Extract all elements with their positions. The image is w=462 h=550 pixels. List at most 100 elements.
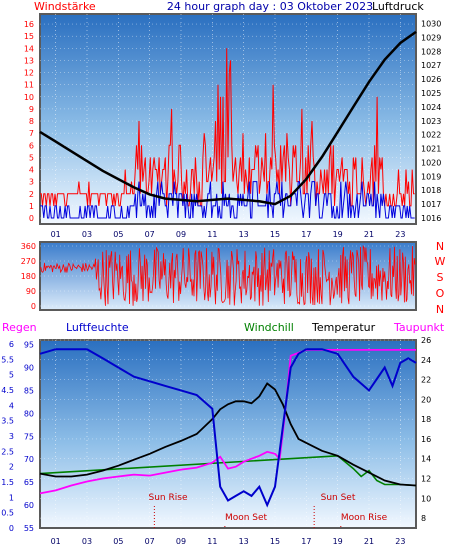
- pressure-line: [39, 30, 417, 206]
- wind-dir-label-w: W: [435, 255, 446, 268]
- wind-gust-line: [40, 48, 415, 207]
- pressure-tick-label: 1022: [421, 131, 441, 140]
- pressure-tick-label: 1025: [421, 89, 441, 98]
- temperature-tick-label: 18: [421, 415, 431, 424]
- x-tick-label: 19: [333, 230, 343, 239]
- x-tick-label: 15: [270, 537, 280, 546]
- title-windchill: Windchill: [244, 321, 294, 334]
- regen-tick-label: 4.5: [1, 386, 14, 395]
- temperature-tick-label: 10: [421, 494, 431, 503]
- wind-speed-tick-label: 7: [29, 129, 34, 138]
- wind-speed-tick-label: 16: [24, 20, 34, 29]
- regen-tick-label: 1: [9, 493, 14, 502]
- title-taupunkt: Taupunkt: [393, 321, 445, 334]
- x-tick-label: 09: [176, 537, 186, 546]
- humidity-tick-label: 65: [24, 478, 34, 487]
- pressure-tick-label: 1021: [421, 145, 441, 154]
- temperature-tick-label: 22: [421, 376, 431, 385]
- x-tick-label: 01: [51, 537, 61, 546]
- x-tick-label: 09: [176, 230, 186, 239]
- regen-tick-label: 3.5: [1, 417, 14, 426]
- x-tick-label: 05: [113, 537, 123, 546]
- pressure-tick-label: 1028: [421, 47, 441, 56]
- event-sun-rise: Sun Rise: [149, 493, 188, 503]
- pressure-tick-label: 1016: [421, 214, 441, 223]
- wind-average-line: [40, 181, 415, 219]
- wind-direction-tick-label: 90: [26, 287, 36, 296]
- x-tick-label: 21: [364, 230, 374, 239]
- wind-speed-tick-label: 13: [24, 56, 34, 65]
- humidity-tick-label: 95: [24, 341, 34, 350]
- humidity-tick-label: 70: [24, 455, 34, 464]
- event-moon-rise: Moon Rise: [341, 513, 388, 523]
- x-tick-label: 15: [270, 230, 280, 239]
- temperature-tick-label: 26: [421, 336, 431, 345]
- wind-dir-label-n1: N: [436, 240, 444, 253]
- wind-speed-tick-label: 10: [24, 93, 34, 102]
- x-tick-label: 05: [113, 230, 123, 239]
- wind-direction-tick-label: 270: [21, 257, 36, 266]
- x-tick-label: 23: [395, 230, 405, 239]
- event-moon-set: Moon Set: [225, 513, 268, 523]
- wind-speed-tick-label: 4: [29, 166, 34, 175]
- temperature-line: [39, 382, 417, 487]
- wind-speed-tick-label: 15: [24, 32, 34, 41]
- dewpoint-line: [39, 349, 416, 495]
- humidity-tick-label: 90: [24, 364, 34, 373]
- x-tick-label: 13: [239, 230, 249, 239]
- temperature-tick-label: 16: [421, 435, 431, 444]
- wind-speed-tick-label: 0: [29, 214, 34, 223]
- pressure-tick-label: 1019: [421, 172, 441, 181]
- wind-speed-tick-label: 8: [29, 117, 34, 126]
- wind-direction-tick-label: 180: [21, 272, 36, 281]
- temperature-tick-label: 14: [421, 455, 431, 464]
- humidity-tick-label: 55: [24, 524, 34, 533]
- title-luftfeuchte: Luftfeuchte: [66, 321, 129, 334]
- wind-direction-tick-label: 0: [31, 302, 36, 311]
- pressure-tick-label: 1030: [421, 20, 441, 29]
- pressure-tick-label: 1017: [421, 200, 441, 209]
- temperature-tick-label: 24: [421, 356, 431, 365]
- x-tick-label: 01: [51, 230, 61, 239]
- x-tick-label: 07: [145, 537, 155, 546]
- wind-speed-tick-label: 2: [29, 190, 34, 199]
- x-tick-label: 03: [82, 230, 92, 239]
- humidity-tick-label: 85: [24, 386, 34, 395]
- pressure-tick-label: 1026: [421, 75, 441, 84]
- regen-tick-label: 5: [9, 371, 14, 380]
- x-tick-label: 17: [301, 537, 311, 546]
- wind-speed-tick-label: 6: [29, 141, 34, 150]
- x-tick-label: 13: [239, 537, 249, 546]
- humidity-tick-label: 60: [24, 501, 34, 510]
- wind-dir-label-o: O: [436, 287, 445, 300]
- panel-temperature-humidity: [39, 339, 417, 529]
- pressure-tick-label: 1023: [421, 117, 441, 126]
- x-tick-label: 17: [301, 230, 311, 239]
- title-regen: Regen: [2, 321, 37, 334]
- x-tick-label: 23: [395, 537, 405, 546]
- regen-tick-label: 6: [9, 340, 14, 349]
- header-left-title: Windstärke: [34, 0, 96, 13]
- header-center-title: 24 hour graph day : 03 Oktober 2023: [167, 0, 373, 13]
- regen-tick-label: 1.5: [1, 478, 14, 487]
- pressure-tick-label: 1024: [421, 103, 441, 112]
- regen-tick-label: 5.5: [1, 355, 14, 364]
- regen-tick-label: 2: [9, 463, 14, 472]
- regen-tick-label: 3: [9, 432, 14, 441]
- x-tick-label: 07: [145, 230, 155, 239]
- pressure-tick-label: 1029: [421, 33, 441, 42]
- wind-speed-tick-label: 3: [29, 178, 34, 187]
- temperature-tick-label: 20: [421, 395, 431, 404]
- humidity-tick-label: 80: [24, 409, 34, 418]
- regen-tick-label: 4: [9, 401, 14, 410]
- x-tick-label: 21: [364, 537, 374, 546]
- title-temperatur: Temperatur: [311, 321, 376, 334]
- wind-speed-tick-label: 9: [29, 105, 34, 114]
- event-sun-set: Sun Set: [321, 493, 356, 503]
- humidity-tick-label: 75: [24, 432, 34, 441]
- wind-speed-tick-label: 1: [29, 202, 34, 211]
- wind-speed-tick-label: 14: [24, 44, 34, 53]
- wind-dir-label-s: S: [437, 271, 444, 284]
- regen-tick-label: 0: [9, 524, 14, 533]
